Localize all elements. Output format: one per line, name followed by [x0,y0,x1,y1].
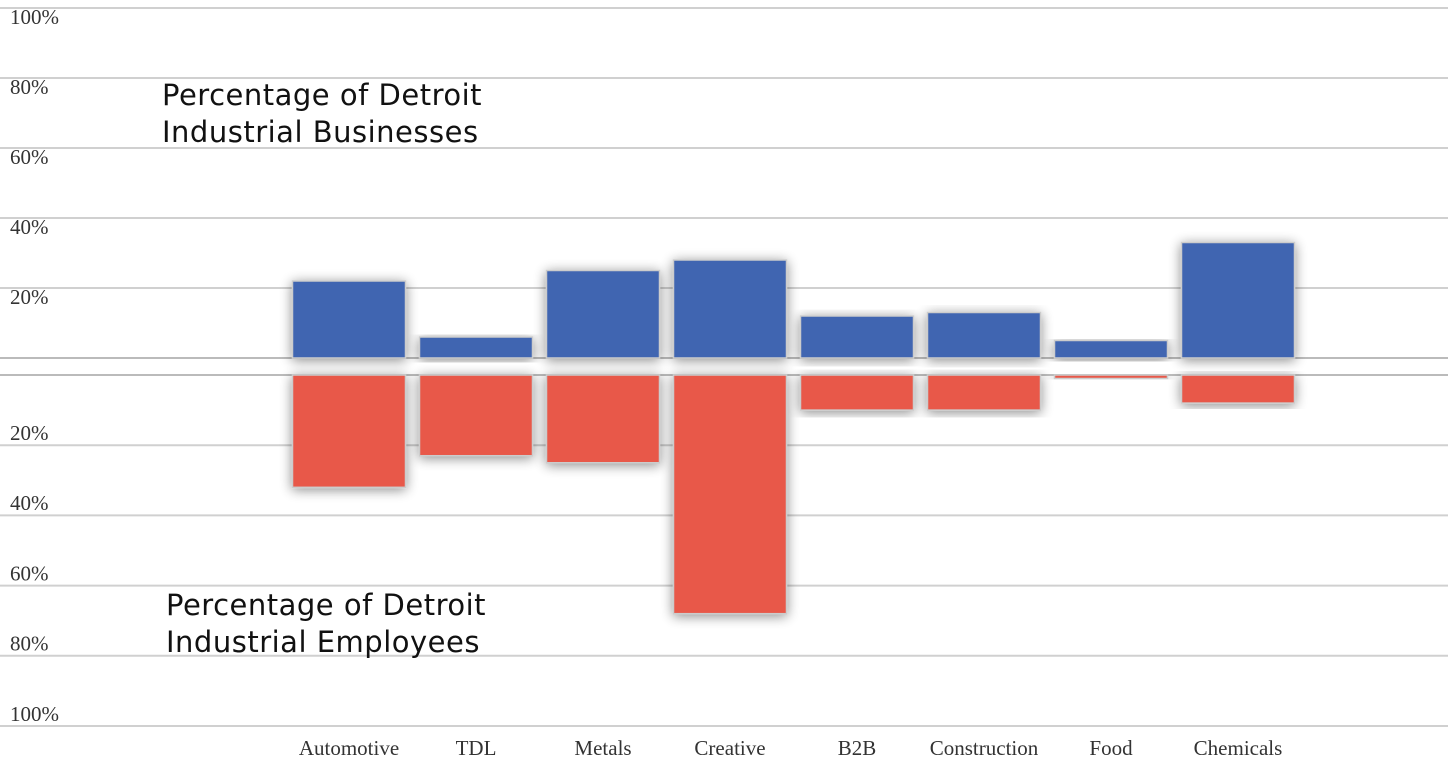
bar [672,374,788,615]
bar [1053,339,1169,359]
bar [799,374,915,411]
x-tick-label: TDL [456,736,497,760]
y-tick-label: 80% [10,75,49,99]
bar [291,374,407,489]
bar [1180,374,1296,404]
y2-tick-label: 20% [10,421,49,445]
x-tick-label: Food [1089,736,1133,760]
bar [926,311,1042,359]
bar [418,374,534,457]
y-tick-label: 20% [10,285,49,309]
y2-tick-label: 40% [10,491,49,515]
x-tick-label: B2B [838,736,877,760]
x-tick-label: Metals [574,736,631,760]
y2-tick-label: 100% [10,702,59,726]
bar [799,315,915,359]
series-title: Percentage of Detroit Industrial Busines… [162,78,483,149]
bar [672,259,788,359]
x-tick-label: Construction [930,736,1039,760]
y-tick-label: 100% [10,5,59,29]
x-tick-label: Creative [694,736,765,760]
series-title: Percentage of Detroit Industrial Employe… [166,588,487,659]
bar [418,336,534,359]
bar [291,280,407,359]
bar [1180,241,1296,359]
y-tick-label: 60% [10,145,49,169]
x-tick-label: Automotive [299,736,399,760]
x-tick-label: Chemicals [1194,736,1283,760]
bar [1053,374,1169,380]
y2-tick-label: 80% [10,632,49,656]
y2-tick-label: 60% [10,561,49,585]
bar [926,374,1042,411]
bar [545,269,661,359]
y-tick-label: 40% [10,215,49,239]
bar [545,374,661,464]
